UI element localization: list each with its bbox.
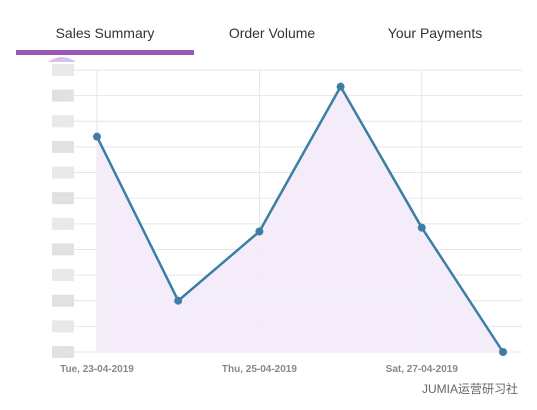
active-tab-indicator: [16, 50, 194, 55]
point: [255, 227, 264, 236]
x-tick-label: Tue, 23-04-2019: [60, 364, 134, 375]
tab-your-payments[interactable]: Your Payments: [388, 25, 482, 41]
area-fill: [97, 86, 503, 352]
point: [417, 223, 426, 232]
x-tick-label: Sat, 27-04-2019: [386, 364, 459, 375]
x-tick-label: Thu, 25-04-2019: [222, 364, 297, 375]
watermark: JUMIA运营研习社: [422, 381, 518, 396]
scroll-hint: [48, 57, 76, 62]
point: [499, 348, 507, 356]
point: [336, 82, 345, 91]
point: [93, 132, 101, 141]
tab-sales-summary[interactable]: Sales Summary: [56, 25, 155, 41]
tab-order-volume[interactable]: Order Volume: [229, 25, 316, 41]
line: [95, 84, 505, 353]
point: [174, 296, 183, 305]
blurred-axis-labels: [52, 64, 74, 358]
